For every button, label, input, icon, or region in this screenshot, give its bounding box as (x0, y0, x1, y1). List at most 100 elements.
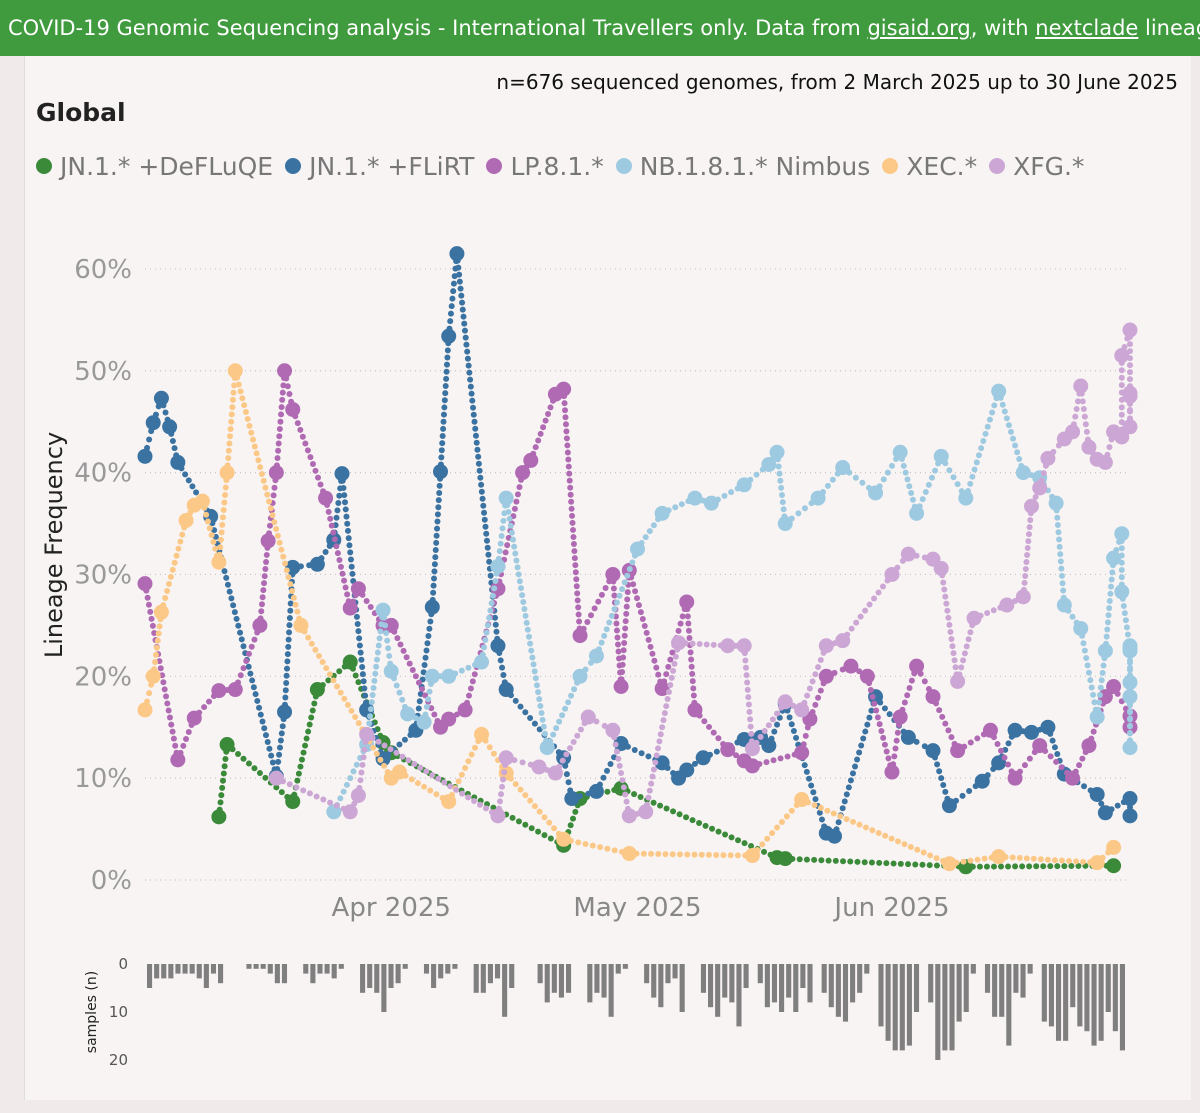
series-line-dot (165, 707, 172, 714)
series-line-dot (459, 299, 466, 306)
series-line-dot (276, 425, 283, 432)
legend-swatch (882, 158, 899, 174)
sample-bar (1070, 964, 1076, 1008)
series-line-dot (761, 848, 768, 855)
series-line-dot (229, 404, 236, 411)
series-line-dot (367, 706, 374, 713)
series-line-dot (1080, 405, 1087, 412)
data-point (720, 742, 736, 758)
series-line-dot (655, 850, 662, 857)
series-line-dot (745, 694, 752, 701)
series-line-dot (778, 818, 785, 825)
gisaid-link[interactable]: gisaid.org (867, 16, 971, 40)
series-line-dot (547, 404, 554, 411)
series-line-dot (1079, 755, 1086, 762)
series-line-dot (528, 647, 535, 654)
series-line-dot (563, 751, 570, 758)
series-line-dot (776, 714, 783, 721)
data-point (285, 794, 301, 810)
legend-item-jn-1-defluqe[interactable]: JN.1.* +DeFLuQE (36, 152, 273, 181)
series-line-dot (334, 507, 341, 514)
series-line-dot (531, 668, 538, 675)
series-line-dot (470, 404, 477, 411)
series-line-dot (225, 447, 232, 454)
series-line-dot (901, 699, 908, 706)
series-line-dot (502, 549, 509, 556)
series-line-dot (251, 443, 258, 450)
series-line-dot (852, 474, 859, 481)
series-line-dot (783, 813, 790, 820)
series-line-dot (359, 671, 366, 678)
data-point (137, 448, 153, 464)
series-line-dot (450, 280, 457, 287)
series-line-dot (856, 749, 863, 756)
sample-bar (736, 964, 742, 1027)
series-line-dot (1081, 413, 1088, 420)
series-line-dot (433, 791, 440, 798)
legend-item-xfg[interactable]: XFG.* (989, 152, 1084, 181)
series-line-dot (513, 557, 520, 564)
legend-item-lp-8-1[interactable]: LP.8.1.* (486, 152, 604, 181)
series-line-dot (367, 713, 374, 720)
series-line-dot (483, 805, 490, 812)
series-line-dot (951, 657, 958, 664)
series-line-dot (566, 477, 573, 484)
series-line-dot (375, 642, 382, 649)
y-tick-label: 30% (74, 560, 132, 590)
series-line-dot (663, 805, 670, 812)
series-line-dot (1122, 617, 1129, 624)
series-line-dot (440, 425, 447, 432)
series-line-dot (484, 622, 491, 629)
legend-item-nb-1-8-1-nimbus[interactable]: NB.1.8.1.* Nimbus (615, 152, 870, 181)
sample-bar (892, 964, 898, 1051)
series-line-dot (568, 498, 575, 505)
series-line-dot (926, 862, 933, 869)
series-line-dot (430, 589, 437, 596)
series-line-dot (394, 635, 401, 642)
series-line-dot (237, 672, 244, 679)
series-line-dot (811, 802, 818, 809)
series-line-dot (1080, 640, 1087, 647)
series-line-dot (1079, 398, 1086, 405)
series-line-dot (1026, 524, 1033, 531)
series-line-dot (305, 634, 312, 641)
nextclade-link[interactable]: nextclade (1035, 16, 1139, 40)
series-line-dot (589, 842, 596, 849)
series-line-dot (247, 670, 254, 677)
series-line-dot (453, 786, 460, 793)
series-line-dot (1058, 572, 1065, 579)
sample-bar (1077, 964, 1083, 1027)
series-line-dot (574, 590, 581, 597)
series-line-dot (283, 567, 290, 574)
series-line-dot (620, 654, 627, 661)
series-line-dot (527, 797, 534, 804)
series-line-dot (533, 682, 540, 689)
data-point (211, 554, 227, 570)
series-line-dot (541, 730, 548, 737)
series-line-dot (280, 382, 287, 389)
series-line-dot (769, 830, 776, 837)
series-line-dot (602, 585, 609, 592)
series-line-dot (656, 738, 663, 745)
series-line-dot (564, 442, 571, 449)
series-line-dot (1026, 755, 1033, 762)
series-line-dot (1037, 856, 1044, 863)
banner-text-mid: , with (970, 16, 1036, 40)
series-line-dot (486, 744, 493, 751)
series-line-dot (383, 630, 390, 637)
series-line-dot (471, 671, 478, 678)
legend-item-jn-1-flirt[interactable]: JN.1.* +FLiRT (285, 152, 474, 181)
series-line-dot (967, 480, 974, 487)
series-line-dot (147, 608, 154, 615)
series-line-dot (713, 748, 720, 755)
data-point (531, 759, 547, 775)
series-line-dot (340, 484, 347, 491)
series-line-dot (613, 599, 620, 606)
legend-swatch (486, 158, 503, 174)
data-point (498, 682, 514, 698)
series-line-dot (837, 813, 844, 820)
series-line-dot (949, 643, 956, 650)
legend-item-xec[interactable]: XEC.* (882, 152, 977, 181)
series-line-dot (761, 728, 768, 735)
data-point (950, 743, 966, 759)
